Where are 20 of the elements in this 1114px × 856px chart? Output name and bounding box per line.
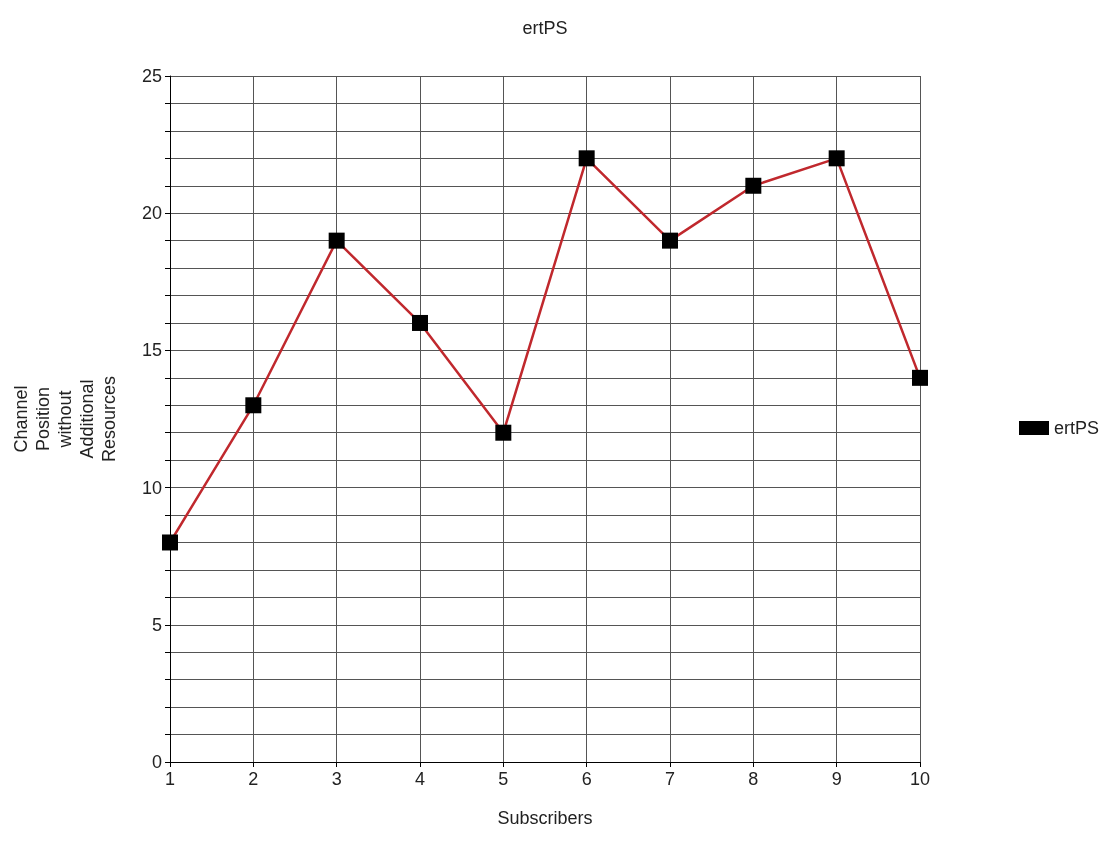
- x-tick-label: 4: [414, 769, 426, 789]
- y-tick-label: 20: [141, 203, 162, 224]
- x-tick-label: 5: [498, 769, 509, 789]
- x-tick-label: 10: [909, 769, 931, 789]
- x-axis-title: Subscribers: [497, 808, 593, 828]
- x-tick-label: 1: [164, 769, 176, 789]
- x-tick-label: 9: [831, 769, 842, 789]
- chart-title: ertPS: [522, 18, 568, 38]
- y-tick-label: 0: [151, 752, 162, 772]
- x-tick-label: 6: [581, 769, 592, 789]
- x-tick-label: 3: [331, 769, 342, 789]
- x-tick-label: 2: [248, 769, 259, 789]
- x-tick-label: 7: [664, 769, 676, 789]
- y-tick-label: 15: [141, 340, 162, 361]
- y-tick-label: 5: [151, 614, 162, 635]
- y-tick-label: 25: [141, 66, 162, 86]
- x-tick-label: 8: [748, 769, 759, 789]
- y-tick-label: 10: [141, 477, 162, 498]
- y-axis-title: Channel Position without Additional Resources: [11, 375, 119, 463]
- legend-label: ertPS: [1053, 418, 1100, 438]
